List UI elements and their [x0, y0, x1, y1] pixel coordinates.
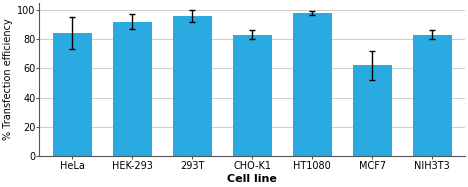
Bar — [293, 13, 332, 156]
X-axis label: Cell line: Cell line — [227, 174, 278, 184]
Bar — [113, 22, 152, 156]
Bar — [413, 35, 452, 156]
Y-axis label: % Transfection efficiency: % Transfection efficiency — [3, 19, 13, 140]
Bar — [173, 16, 212, 156]
Bar — [233, 35, 272, 156]
Bar — [353, 65, 392, 156]
Bar — [53, 33, 92, 156]
